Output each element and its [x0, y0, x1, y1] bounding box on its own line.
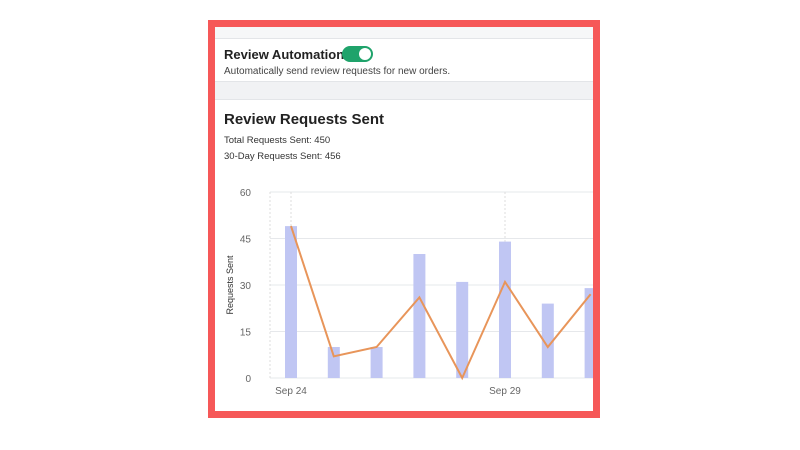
review-panel: Review Automation Automatically send rev… [208, 20, 600, 418]
line-series [290, 225, 592, 381]
automation-section: Review Automation Automatically send rev… [215, 39, 593, 81]
bar [499, 241, 511, 378]
y-tick-label: 30 [240, 281, 252, 292]
total-requests: Total Requests Sent: 450 [224, 135, 331, 146]
y-tick-label: 15 [240, 328, 252, 339]
section-divider [215, 81, 593, 100]
bar [456, 281, 469, 378]
bar [327, 347, 340, 378]
y-tick-label: 0 [245, 374, 251, 385]
requests-chart: 0 15 30 45 60 Sep 24 Sep 29 Requests Sent [225, 188, 593, 397]
automation-description: Automatically send review requests for n… [224, 66, 451, 77]
bar [584, 288, 593, 378]
automation-title: Review Automation [224, 47, 345, 62]
thirty-day-requests: 30-Day Requests Sent: 456 [224, 151, 341, 162]
automation-toggle[interactable] [342, 46, 373, 62]
bar [541, 303, 554, 378]
y-tick-label: 60 [240, 188, 252, 199]
bar [413, 254, 426, 378]
top-strip [215, 27, 593, 39]
toggle-knob [359, 48, 371, 60]
y-tick-label: 45 [240, 235, 252, 246]
y-axis-label: Requests Sent [225, 255, 235, 315]
bar [285, 226, 297, 378]
card-title: Review Requests Sent [224, 111, 385, 128]
x-tick-label: Sep 29 [489, 386, 521, 397]
x-tick-label: Sep 24 [275, 386, 307, 397]
bar [370, 347, 383, 378]
